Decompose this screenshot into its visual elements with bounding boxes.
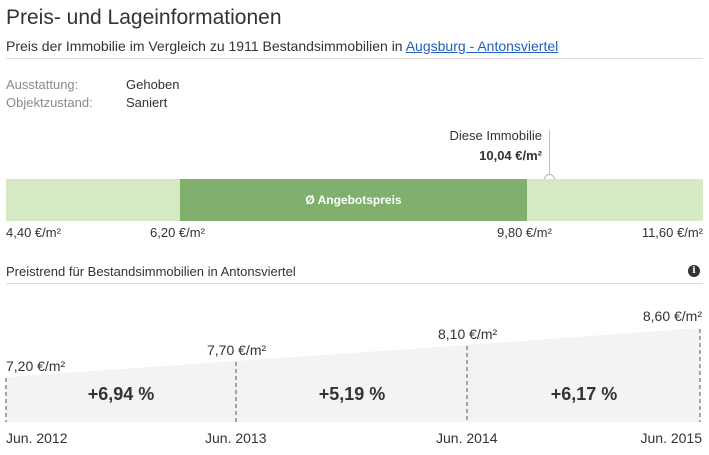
trend-change-2013-2014: +5,19 % — [318, 384, 386, 404]
price-tick-min: 4,40 €/m² — [6, 225, 61, 240]
trend-price-2015: 8,60 €/m² — [642, 308, 702, 324]
trend-section-title: Preistrend für Bestandsimmobilien in Ant… — [6, 264, 296, 279]
trend-date-2012: Jun. 2012 — [6, 430, 68, 446]
this-property-price: 10,04 €/m² — [479, 148, 542, 163]
subtitle-text: Preis der Immobilie im Vergleich zu 1911… — [6, 38, 406, 54]
trend-price-2012: 7,20 €/m² — [6, 358, 66, 374]
trend-area — [6, 328, 700, 422]
attribute-value-objektzustand: Saniert — [126, 95, 168, 110]
info-icon[interactable]: i — [688, 265, 700, 277]
trend-change-2012-2013: +6,94 % — [87, 384, 155, 404]
average-price-label: Ø Angebotspreis — [305, 193, 402, 207]
attribute-label-ausstattung: Ausstattung: — [6, 77, 79, 92]
trend-date-2015: Jun. 2015 — [640, 430, 703, 446]
this-property-label: Diese Immobilie — [449, 128, 542, 143]
price-range-bar: Ø Angebotspreis — [6, 179, 703, 221]
trend-date-2013: Jun. 2013 — [205, 430, 267, 446]
price-tick-band-start: 6,20 €/m² — [150, 225, 205, 240]
page-subtitle: Preis der Immobilie im Vergleich zu 1911… — [6, 38, 558, 54]
location-link[interactable]: Augsburg - Antonsviertel — [405, 38, 559, 54]
page-title: Preis- und Lageinformationen — [6, 6, 282, 29]
trend-price-2013: 7,70 €/m² — [207, 342, 267, 358]
average-price-band: Ø Angebotspreis — [180, 179, 527, 221]
this-property-marker-line — [549, 130, 550, 178]
trend-date-2014: Jun. 2014 — [436, 430, 498, 446]
trend-price-2014: 8,10 €/m² — [438, 326, 498, 342]
price-tick-band-end: 9,80 €/m² — [497, 225, 552, 240]
trend-change-2014-2015: +6,17 % — [550, 384, 618, 404]
price-tick-max: 11,60 €/m² — [641, 225, 703, 240]
attribute-value-ausstattung: Gehoben — [126, 77, 180, 92]
divider — [6, 283, 703, 284]
divider — [6, 58, 703, 59]
attribute-label-objektzustand: Objektzustand: — [6, 95, 93, 110]
